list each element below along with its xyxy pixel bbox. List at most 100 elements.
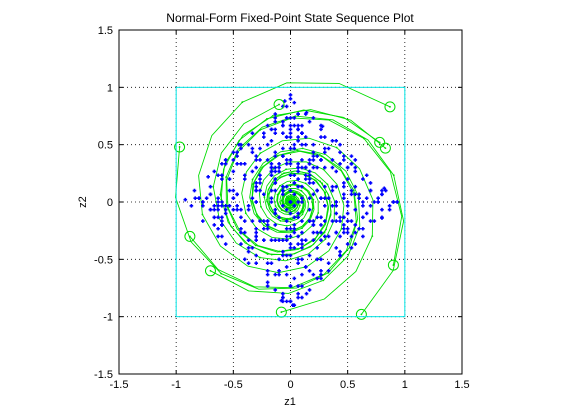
state-point: [201, 219, 205, 223]
state-point: [265, 284, 270, 288]
state-point: [212, 169, 217, 174]
trajectory-point: [321, 155, 323, 158]
trajectory-point: [255, 213, 258, 216]
state-point: [269, 200, 274, 204]
state-point: [242, 219, 247, 223]
state-point: [281, 299, 285, 304]
state-point: [254, 238, 258, 243]
state-point: [288, 246, 293, 250]
trajectory-point: [301, 194, 304, 197]
trajectory-point: [301, 211, 304, 213]
state-point: [300, 230, 304, 235]
trajectory-point: [268, 203, 271, 206]
state-point: [319, 135, 323, 139]
state-point: [239, 146, 243, 151]
trajectory-point: [311, 207, 314, 210]
state-point: [353, 158, 358, 162]
trajectory-point: [212, 185, 215, 188]
trajectory-point: [297, 193, 300, 196]
state-point: [220, 161, 224, 166]
start-point-marker: [204, 265, 216, 277]
state-point: [273, 112, 278, 116]
trajectory-point: [286, 197, 289, 199]
state-point: [307, 196, 312, 200]
state-point: [323, 146, 327, 151]
state-point: [311, 158, 316, 162]
state-point: [258, 173, 262, 178]
state-point: [281, 184, 285, 189]
state-point: [284, 238, 289, 243]
state-point: [303, 135, 308, 139]
state-point: [296, 161, 300, 166]
trajectory-point: [219, 193, 222, 196]
state-point: [303, 238, 308, 243]
boundary-box: [175, 86, 406, 318]
state-point: [319, 257, 323, 262]
state-point: [273, 211, 278, 216]
state-point: [307, 177, 312, 181]
state-point: [292, 215, 297, 220]
state-point: [206, 174, 210, 179]
x-tick-label: 0.5: [340, 379, 355, 391]
trajectory-point: [286, 217, 288, 220]
trajectory-point: [283, 218, 286, 221]
state-point: [345, 226, 350, 231]
trajectory-point: [293, 197, 296, 200]
state-point: [254, 188, 258, 193]
state-point: [338, 253, 342, 258]
trajectory-point: [289, 205, 292, 208]
state-point: [231, 207, 236, 212]
state-point: [288, 253, 293, 258]
state-point: [277, 165, 281, 170]
trajectory-point: [251, 183, 254, 186]
state-point: [300, 165, 304, 170]
trajectory-point: [301, 207, 304, 210]
state-point: [216, 226, 220, 231]
state-point: [220, 177, 224, 181]
state-point: [254, 181, 258, 185]
state-point: [319, 158, 323, 162]
state-point: [364, 196, 369, 200]
trajectory-point: [283, 172, 285, 175]
state-point: [284, 265, 289, 269]
trajectory-point: [360, 313, 363, 316]
state-point: [220, 173, 224, 178]
y-tick-label: 1.5: [98, 25, 113, 37]
trajectory-point: [304, 182, 307, 185]
state-point: [315, 165, 319, 170]
state-point: [345, 204, 350, 208]
state-point: [208, 207, 213, 212]
state-point: [349, 192, 354, 197]
state-point: [288, 242, 293, 246]
state-point: [193, 196, 198, 200]
state-point: [288, 146, 293, 151]
state-point: [284, 299, 289, 304]
trajectory-point: [340, 227, 343, 230]
state-point: [383, 188, 388, 193]
state-point: [368, 181, 373, 185]
state-point: [292, 192, 297, 197]
state-point: [273, 272, 278, 277]
trajectory-point: [270, 253, 273, 256]
state-point: [296, 139, 300, 143]
state-point: [292, 223, 297, 227]
state-point: [269, 165, 274, 170]
trajectory-point: [244, 212, 247, 215]
state-point: [334, 200, 339, 204]
state-point: [334, 139, 339, 143]
state-point: [223, 158, 228, 162]
state-point: [288, 284, 293, 288]
state-point: [311, 223, 316, 227]
state-point: [357, 192, 361, 197]
state-point: [338, 161, 342, 166]
trajectory-point: [300, 194, 302, 197]
state-point: [269, 261, 274, 265]
state-point: [284, 219, 289, 223]
state-point: [288, 234, 293, 239]
state-point: [361, 204, 365, 208]
state-point: [296, 135, 300, 139]
state-point: [246, 261, 251, 265]
trajectory-point: [298, 204, 301, 207]
state-point: [296, 123, 300, 128]
state-point: [319, 272, 323, 277]
